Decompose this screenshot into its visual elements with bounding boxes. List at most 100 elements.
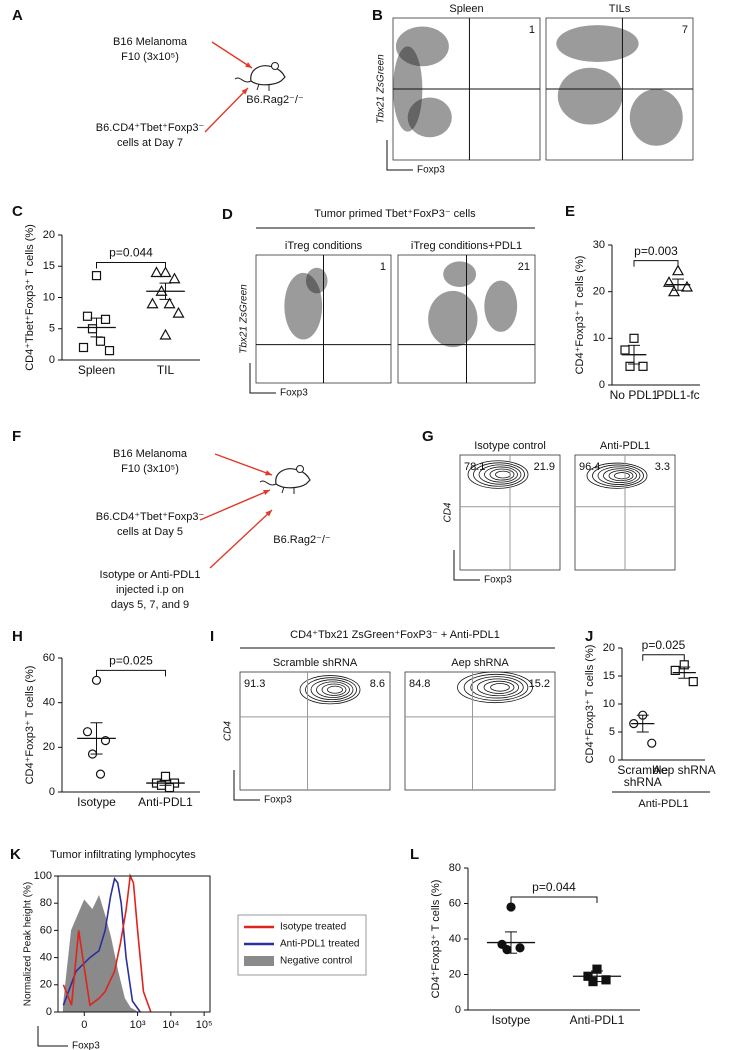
data-point — [82, 311, 93, 321]
y-tick-label: 30 — [593, 239, 605, 251]
arrow-shaft — [214, 453, 273, 476]
p-value: p=0.003 — [634, 244, 678, 258]
quadrant-value: 3.3 — [655, 461, 670, 473]
diagram-text: F10 (3x10⁵) — [121, 463, 179, 475]
error-bar — [672, 278, 684, 291]
data-point — [638, 361, 648, 371]
data-point — [82, 727, 93, 737]
axis-arrow — [386, 140, 413, 171]
mouse-body — [250, 65, 286, 86]
x-tick-label: TIL — [156, 364, 175, 377]
axis-label: Foxp3 — [264, 795, 292, 806]
arrow-shaft — [211, 41, 253, 69]
x-tick-label: Anti-PDL1 — [569, 1014, 625, 1027]
panel-label: H — [12, 628, 23, 645]
contour-ring — [463, 673, 529, 701]
data-point — [506, 902, 516, 912]
panel-label: G — [422, 428, 434, 445]
contour-ring — [478, 464, 522, 485]
y-tick-label: 0 — [609, 754, 615, 766]
x-tick-label-box: Aep shRNA — [653, 764, 716, 776]
contour-ring — [327, 685, 343, 694]
x-tick-label-box: Anti-PDL1 — [138, 796, 193, 808]
mouse-legs — [256, 83, 270, 91]
cell-cloud — [284, 272, 323, 340]
data-point — [647, 738, 657, 748]
y-tick-label: 20 — [43, 229, 55, 241]
error-bar — [636, 714, 649, 733]
quadrant-value: 21 — [518, 261, 530, 273]
x-tick-label: Isotype — [491, 1014, 531, 1027]
arrow-head — [241, 88, 248, 95]
x-tick-label-box: No PDL1 — [609, 389, 659, 402]
contour-ring — [592, 464, 644, 487]
diagram-text: cells at Day 7 — [117, 137, 183, 149]
y-tick-label: 10 — [43, 291, 55, 303]
data-point — [670, 665, 680, 676]
panel-label: D — [222, 206, 233, 223]
data-point — [667, 285, 681, 297]
legend-label: Anti-PDL1 treated — [280, 939, 360, 950]
y-axis-label: CD4⁺Foxp3⁺ T cells (%) — [24, 666, 36, 785]
data-point — [620, 345, 630, 355]
y-tick-label: 0 — [49, 354, 55, 366]
y-axis-label: CD4⁺Tbet⁺Foxp3⁺ T cells (%) — [24, 224, 36, 371]
data-point — [515, 943, 525, 953]
x-tick-label: Spleen — [77, 364, 116, 377]
contour-ring — [473, 462, 525, 487]
significance-bracket — [510, 896, 598, 904]
panel-header: Tumor primed Tbet⁺FoxP3⁻ cells — [314, 208, 476, 220]
plot-frame — [239, 671, 391, 791]
x-tick-label: 0 — [81, 1019, 87, 1031]
panel-label: J — [585, 628, 593, 645]
diagram-text: cells at Day 5 — [117, 526, 183, 538]
plot-frame — [57, 875, 211, 1013]
error-bar — [159, 780, 172, 786]
y-tick-label: 5 — [49, 323, 55, 335]
y-axis-label: CD4⁺Foxp3⁺ T cells (%) — [430, 880, 442, 999]
y-tick-label: 20 — [40, 979, 52, 991]
quadrant-value: 78.1 — [464, 461, 485, 473]
axis-label: CD4 — [443, 502, 454, 522]
quadrant-value: 7 — [682, 24, 688, 36]
legend-swatch — [244, 956, 274, 966]
p-value: p=0.025 — [109, 654, 153, 668]
panel-label: F — [12, 428, 21, 445]
data-point — [159, 328, 172, 340]
contour-ring — [603, 468, 637, 484]
contour-ring — [457, 671, 533, 704]
axis-label: Foxp3 — [484, 575, 512, 586]
histogram-curve — [62, 873, 152, 1013]
quadrant-value: 96.4 — [579, 461, 600, 473]
x-tick-label-box: TIL — [156, 364, 175, 377]
y-axis-label: Normalized Peak height (%) — [23, 882, 34, 1007]
contour-ring — [484, 466, 518, 483]
host-label: B6.Rag2⁻/⁻ — [273, 534, 331, 546]
axis-arrow — [249, 363, 276, 394]
plot-title: Isotype control — [474, 440, 546, 452]
plot-title: Spleen — [449, 3, 483, 15]
cell-cloud — [556, 25, 639, 63]
y-tick-label: 15 — [603, 670, 615, 682]
quadrant-value: 1 — [529, 24, 535, 36]
x-tick-label-box: Anti-PDL1 — [569, 1014, 625, 1027]
cell-cloud — [407, 97, 452, 138]
legend-label: Negative control — [280, 956, 352, 967]
data-point — [625, 361, 635, 371]
diagram-text: B6.CD4⁺Tbet⁺Foxp3⁻ — [96, 511, 205, 523]
data-point — [164, 782, 175, 793]
axis-arrow — [233, 770, 260, 801]
contour-ring — [305, 677, 357, 703]
cell-cloud — [305, 267, 328, 294]
y-tick-label: 0 — [455, 1004, 461, 1016]
panel-label: L — [410, 846, 419, 863]
host-label: B6.Rag2⁻/⁻ — [246, 94, 304, 106]
y-tick-label: 80 — [449, 862, 461, 874]
plot-title: Scramble shRNA — [273, 657, 358, 669]
x-tick-label: No PDL1 — [609, 389, 659, 402]
histogram-curve — [62, 876, 141, 1013]
cell-cloud — [629, 89, 683, 146]
error-bar — [90, 722, 103, 755]
group-label: Anti-PDL1 — [638, 798, 688, 810]
